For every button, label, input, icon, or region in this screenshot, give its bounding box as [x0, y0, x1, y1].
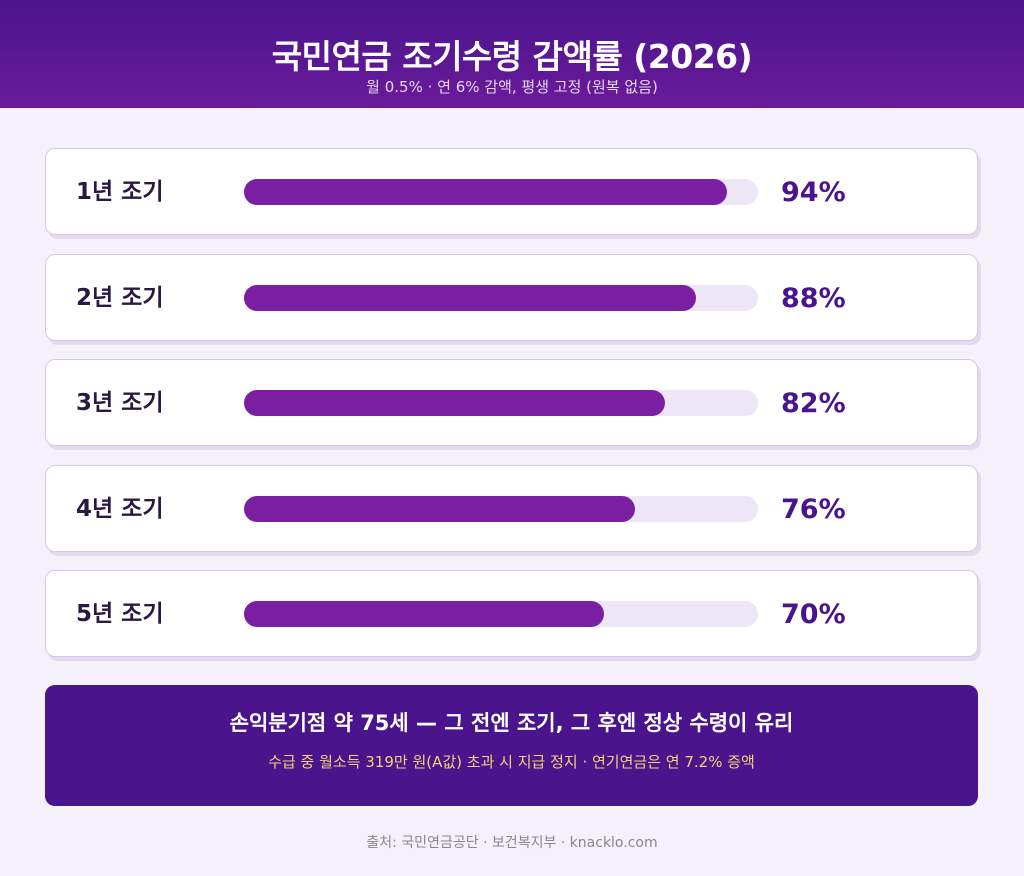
bar-value-label: 88%: [781, 283, 846, 314]
bar-row: 2년 조기 88%: [45, 254, 978, 341]
bar-value-label: 76%: [781, 494, 846, 525]
chart-title: 국민연금 조기수령 감액률 (2026): [271, 37, 753, 76]
bar-track: [244, 390, 758, 416]
bar-value-label: 82%: [781, 388, 846, 419]
bar: [244, 601, 604, 627]
bar-row: 1년 조기 94%: [45, 148, 978, 235]
bar-track: [244, 496, 758, 522]
summary-banner: 손익분기점 약 75세 — 그 전엔 조기, 그 후엔 정상 수령이 유리 수급…: [45, 685, 978, 806]
bar: [244, 496, 635, 522]
header: 국민연금 조기수령 감액률 (2026) 월 0.5% · 연 6% 감액, 평…: [0, 0, 1024, 108]
summary-detail: 수급 중 월소득 319만 원(A값) 초과 시 지급 정지 · 연기연금은 연…: [268, 753, 755, 771]
bar: [244, 179, 728, 205]
bar-category-label: 3년 조기: [76, 390, 164, 416]
bar: [244, 390, 666, 416]
summary-headline: 손익분기점 약 75세 — 그 전엔 조기, 그 후엔 정상 수령이 유리: [229, 711, 794, 735]
bar-row: 5년 조기 70%: [45, 570, 978, 657]
bar-category-label: 1년 조기: [76, 179, 164, 205]
bar-category-label: 4년 조기: [76, 496, 164, 522]
source-note: 출처: 국민연금공단 · 보건복지부 · knacklo.com: [366, 835, 658, 851]
bar-category-label: 5년 조기: [76, 601, 164, 627]
bar-track: [244, 285, 758, 311]
bar: [244, 285, 697, 311]
bar-value-label: 70%: [781, 599, 846, 630]
bar-category-label: 2년 조기: [76, 285, 164, 311]
bar-track: [244, 601, 758, 627]
bar-row: 4년 조기 76%: [45, 465, 978, 552]
bar-row: 3년 조기 82%: [45, 359, 978, 446]
chart-subtitle: 월 0.5% · 연 6% 감액, 평생 고정 (원복 없음): [366, 78, 658, 96]
bar-track: [244, 179, 758, 205]
bar-value-label: 94%: [781, 177, 846, 208]
